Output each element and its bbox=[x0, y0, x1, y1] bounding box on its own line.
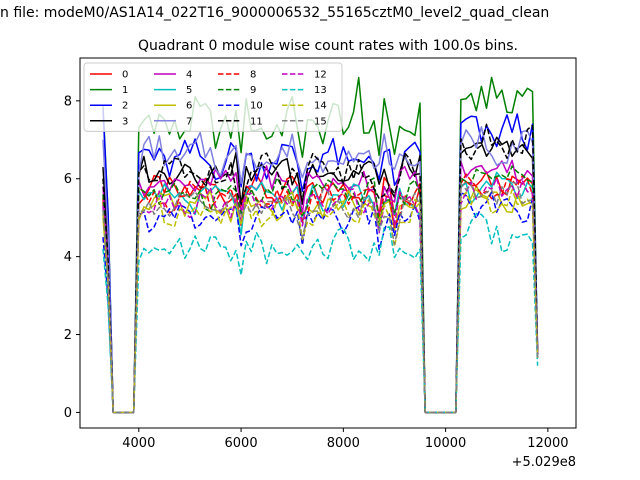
figure-suptitle: n file: modeM0/AS1A14_022T16_9000006532_… bbox=[0, 5, 549, 21]
legend-label-13: 13 bbox=[314, 85, 327, 96]
legend-label-8: 8 bbox=[250, 70, 256, 81]
legend-box bbox=[83, 62, 343, 132]
y-tick-label: 4 bbox=[64, 250, 72, 265]
legend-label-4: 4 bbox=[186, 70, 192, 81]
x-tick-label: 6000 bbox=[225, 436, 258, 451]
legend-label-14: 14 bbox=[314, 101, 327, 112]
series-line-7 bbox=[102, 126, 539, 414]
legend-label-12: 12 bbox=[314, 70, 327, 81]
series-line-15 bbox=[102, 181, 539, 414]
legend-label-0: 0 bbox=[122, 70, 128, 81]
legend-label-2: 2 bbox=[122, 101, 128, 112]
y-tick-label: 2 bbox=[64, 328, 72, 343]
y-tick-label: 8 bbox=[64, 94, 72, 109]
legend-label-6: 6 bbox=[186, 101, 192, 112]
x-tick-label: 4000 bbox=[122, 436, 155, 451]
series-line-9 bbox=[102, 165, 539, 414]
x-tick-label: 12000 bbox=[527, 436, 568, 451]
series-line-13 bbox=[102, 212, 539, 414]
legend-label-5: 5 bbox=[186, 85, 192, 96]
legend-label-1: 1 bbox=[122, 85, 128, 96]
x-offset-label: +5.029e8 bbox=[512, 455, 576, 470]
y-tick-label: 0 bbox=[64, 406, 72, 421]
series-line-5 bbox=[102, 171, 539, 414]
legend-label-15: 15 bbox=[314, 116, 327, 127]
series-line-11 bbox=[102, 123, 539, 414]
legend-label-7: 7 bbox=[186, 116, 192, 127]
y-axis: 0 2 4 6 8 bbox=[64, 94, 80, 421]
y-tick-label: 6 bbox=[64, 172, 72, 187]
series-line-14 bbox=[102, 189, 539, 414]
x-axis: 4000 6000 8000 10000 12000 bbox=[122, 428, 569, 451]
x-tick-label: 8000 bbox=[327, 436, 360, 451]
chart-title: Quadrant 0 module wise count rates with … bbox=[138, 38, 518, 54]
legend-label-11: 11 bbox=[250, 116, 263, 127]
legend-label-10: 10 bbox=[250, 101, 263, 112]
legend-label-9: 9 bbox=[250, 85, 256, 96]
plot-frame bbox=[79, 57, 577, 429]
series-layer bbox=[102, 76, 539, 414]
x-tick-label: 10000 bbox=[425, 436, 466, 451]
legend-label-3: 3 bbox=[122, 116, 128, 127]
